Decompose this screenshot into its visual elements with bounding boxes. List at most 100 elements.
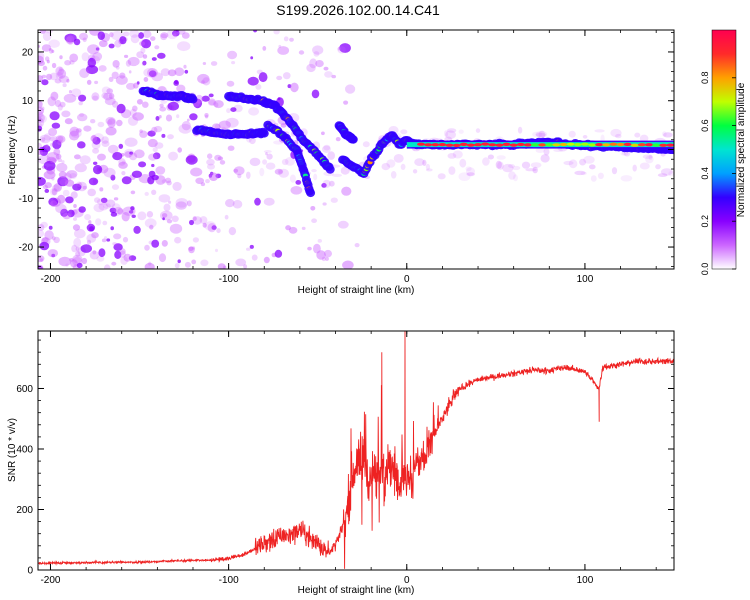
- noise-blob: [55, 153, 62, 160]
- noise-blob: [173, 80, 179, 86]
- haze-blob: [487, 154, 494, 160]
- snr-marks: [38, 331, 674, 569]
- noise-blob: [81, 52, 90, 62]
- noise-blob: [251, 254, 258, 261]
- haze-blob: [624, 151, 631, 157]
- noise-blob: [112, 100, 119, 108]
- noise-blob: [51, 188, 58, 196]
- noise-blob: [78, 206, 86, 213]
- noise-blob: [90, 119, 96, 124]
- noise-blob: [108, 76, 114, 82]
- noise-blob: [92, 52, 103, 61]
- noise-blob: [177, 147, 182, 153]
- noise-blob: [141, 39, 152, 49]
- noise-blob: [337, 46, 346, 54]
- noise-blob: [288, 226, 298, 234]
- noise-blob: [263, 256, 270, 264]
- noise-blob: [91, 232, 99, 239]
- noise-blob: [262, 46, 267, 51]
- noise-blob: [188, 246, 195, 254]
- noise-blob: [142, 54, 148, 59]
- noise-blob: [51, 184, 60, 192]
- noise-blob: [69, 173, 77, 179]
- noise-blob: [68, 90, 72, 94]
- noise-blob: [199, 216, 208, 225]
- noise-blob: [103, 92, 113, 101]
- noise-blob: [192, 246, 196, 250]
- haze-blob: [249, 157, 261, 167]
- band-core: [602, 143, 611, 147]
- noise-blob: [174, 236, 182, 244]
- ridge-segment: [192, 125, 269, 140]
- haze-blob: [277, 169, 283, 174]
- noise-blob: [77, 113, 88, 122]
- noise-blob: [142, 30, 152, 38]
- band-core: [545, 143, 554, 147]
- noise-blob: [191, 259, 197, 265]
- noise-blob: [216, 228, 221, 234]
- noise-blob: [218, 120, 231, 130]
- noise-blob: [49, 72, 59, 81]
- noise-blob: [73, 217, 77, 221]
- noise-blob: [345, 84, 356, 94]
- noise-blob: [100, 197, 108, 203]
- noise-blob: [231, 61, 236, 65]
- noise-blob: [90, 135, 98, 142]
- noise-blob: [92, 148, 100, 154]
- noise-blob: [142, 60, 147, 66]
- band-core: [445, 143, 454, 147]
- noise-blob: [175, 198, 188, 208]
- ridge-halo: [259, 129, 269, 138]
- noise-blob: [153, 125, 163, 133]
- noise-blob: [309, 58, 318, 69]
- noise-blob: [176, 114, 180, 119]
- noise-blob: [48, 39, 60, 48]
- haze-blob: [632, 164, 637, 172]
- noise-blob: [50, 91, 59, 101]
- noise-blob: [69, 60, 75, 65]
- noise-blob: [80, 244, 93, 253]
- noise-blob: [47, 249, 58, 258]
- haze-blob: [615, 133, 622, 139]
- noise-blob: [44, 230, 54, 241]
- noise-blob: [52, 139, 62, 150]
- noise-blob: [331, 74, 337, 79]
- spectrogram-plot-area: [38, 30, 674, 269]
- noise-blob: [250, 56, 254, 60]
- band-core: [552, 143, 561, 147]
- noise-blob: [46, 73, 53, 81]
- noise-blob: [195, 177, 205, 184]
- noise-blob: [128, 210, 134, 214]
- haze-blob: [390, 171, 397, 179]
- noise-blob: [38, 255, 45, 263]
- noise-blob: [70, 129, 82, 138]
- noise-blob: [273, 30, 280, 35]
- noise-blob: [38, 111, 44, 118]
- noise-blob: [146, 211, 154, 218]
- haze-blob: [445, 130, 456, 139]
- noise-blob: [204, 113, 209, 118]
- x-tick-label: -100: [219, 274, 239, 285]
- band-core: [630, 143, 639, 147]
- noise-blob: [66, 78, 70, 83]
- snr-series-line: [38, 331, 674, 569]
- noise-blob: [68, 40, 73, 44]
- noise-blob: [247, 76, 259, 86]
- noise-blob: [113, 197, 119, 201]
- noise-blob: [263, 197, 275, 206]
- noise-blob: [174, 67, 185, 76]
- noise-blob: [188, 246, 194, 251]
- noise-blob: [214, 123, 221, 130]
- noise-blob: [67, 209, 75, 218]
- noise-blob: [173, 33, 177, 37]
- haze-blob: [327, 151, 336, 160]
- band-core: [523, 143, 532, 147]
- haze-blob: [521, 161, 531, 169]
- haze-blob: [502, 163, 514, 173]
- snr-x-axis-label: Height of straight line (km): [298, 585, 415, 596]
- noise-blob: [57, 104, 63, 111]
- colorbar-gradient: [712, 30, 736, 269]
- noise-blob: [141, 61, 146, 66]
- noise-blob: [172, 181, 182, 191]
